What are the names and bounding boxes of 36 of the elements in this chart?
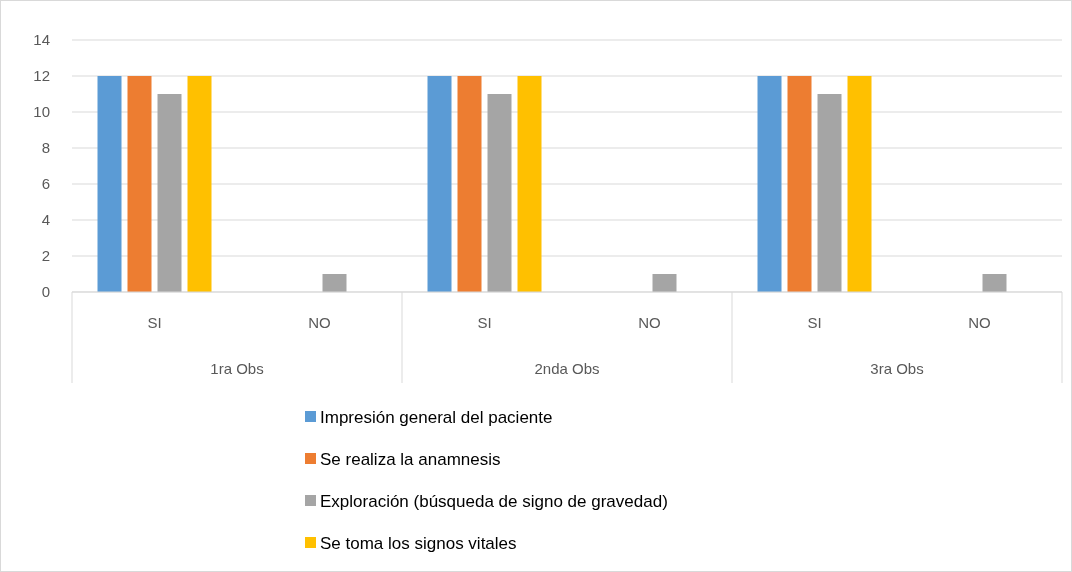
bar — [457, 76, 482, 292]
bar — [757, 76, 782, 292]
x-tick-label: NO — [638, 314, 661, 331]
x-tick-label: SI — [477, 314, 492, 331]
y-tick-label: 6 — [41, 175, 50, 193]
bar — [787, 76, 812, 292]
bar — [127, 76, 152, 292]
bar — [187, 76, 212, 292]
bar — [97, 76, 122, 292]
text: 2nda Obs — [534, 360, 600, 377]
bar — [487, 94, 512, 292]
bar — [517, 76, 542, 292]
y-tick-label: 4 — [41, 211, 50, 229]
bar — [322, 274, 347, 292]
x-tick-label: NO — [308, 314, 331, 331]
x-tick-label: SI — [807, 314, 822, 331]
bar — [652, 274, 677, 292]
bar — [847, 76, 872, 292]
legend-label: Se toma los signos vitales — [320, 533, 517, 553]
x-tick-label: NO — [968, 314, 991, 331]
legend-label: Impresión general del paciente — [320, 407, 553, 427]
x-tick-label: SI — [147, 314, 162, 331]
legend-label: Se realiza la anamnesis — [320, 449, 501, 469]
bar — [817, 94, 842, 292]
bar — [982, 274, 1007, 292]
y-tick-label: 0 — [41, 283, 50, 301]
y-tick-label: 10 — [33, 103, 50, 121]
text: 1ra Obs — [210, 360, 264, 377]
y-tick-label: 8 — [41, 139, 50, 157]
y-tick-label: 14 — [33, 31, 50, 49]
y-tick-label: 12 — [33, 67, 50, 85]
bar — [427, 76, 452, 292]
y-tick-label: 2 — [41, 247, 50, 265]
bar — [157, 94, 182, 292]
text: 3ra Obs — [870, 360, 924, 377]
legend-label: Exploración (búsqueda de signo de gravedad) — [320, 491, 668, 511]
